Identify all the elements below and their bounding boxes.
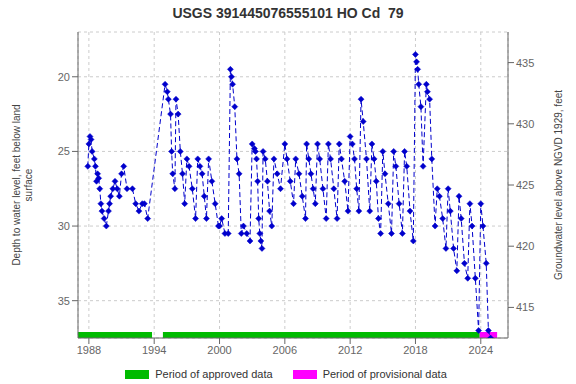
svg-text:420: 420 (516, 240, 534, 252)
html-text:USGS 391445076555101 HO Cd 79: USGS 391445076555101 HO Cd 79 (172, 5, 404, 21)
svg-text:Depth to water level, feet bel: Depth to water level, feet below land (11, 104, 22, 265)
svg-text:1994: 1994 (142, 344, 166, 356)
html-text:Period of provisional data: Period of provisional data (322, 368, 447, 380)
svg-text:435: 435 (516, 57, 534, 69)
svg-text:2012: 2012 (338, 344, 362, 356)
svg-text:surface: surface (23, 168, 34, 201)
svg-text:2000: 2000 (207, 344, 231, 356)
svg-text:430: 430 (516, 118, 534, 130)
svg-text:415: 415 (516, 301, 534, 313)
svg-text:2024: 2024 (469, 344, 493, 356)
svg-text:Groundwater level above NGVD 1: Groundwater level above NGVD 1929, feet (553, 90, 564, 280)
svg-text:2006: 2006 (273, 344, 297, 356)
svg-text:20: 20 (58, 71, 70, 83)
svg-text:2018: 2018 (403, 344, 427, 356)
svg-text:25: 25 (58, 145, 70, 157)
html-text:Period of approved data: Period of approved data (155, 368, 273, 380)
svg-text:35: 35 (58, 295, 70, 307)
svg-text:425: 425 (516, 179, 534, 191)
svg-text:30: 30 (58, 220, 70, 232)
svg-text:1988: 1988 (77, 344, 101, 356)
